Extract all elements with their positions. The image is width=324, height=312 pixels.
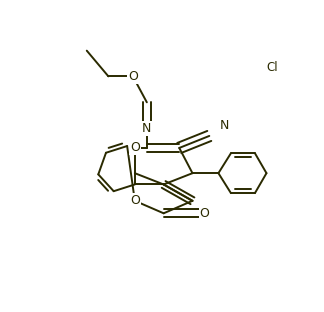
Text: O: O: [128, 70, 138, 83]
Text: Cl: Cl: [266, 61, 278, 74]
Text: O: O: [130, 194, 140, 207]
Text: N: N: [142, 122, 152, 135]
Text: N: N: [220, 119, 230, 132]
Text: O: O: [130, 141, 140, 154]
Text: O: O: [200, 207, 209, 220]
